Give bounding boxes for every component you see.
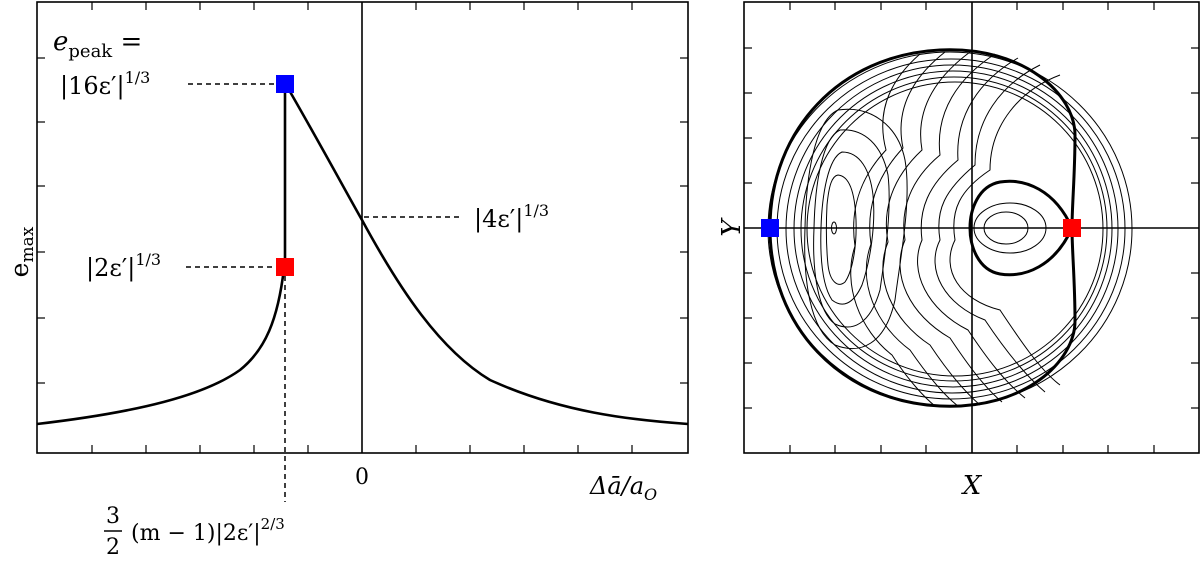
outer-contours (767, 51, 1133, 407)
low-label: |2ε′|1/3 (86, 250, 161, 283)
left-panel: emax 0 Δā/aO epeak = |16ε′|1/3 |2ε′|1/3 … (5, 1, 689, 560)
peak-marker (276, 75, 294, 93)
peak-label-line2: |16ε′|1/3 (60, 68, 150, 101)
right-lobe-contours (973, 202, 1047, 254)
fraction-denominator: 2 (106, 535, 120, 560)
left-x-axis-label: Δā/aO (589, 472, 657, 504)
zero-tick-label: 0 (355, 465, 369, 490)
left-lobe-contours (804, 108, 908, 349)
cross-label: |4ε′|1/3 (474, 201, 549, 234)
left-y-axis-label: emax (5, 226, 38, 277)
bottom-label-expression: (m − 1)|2ε′|2/3 (131, 515, 285, 546)
emax-curve-right-branch (283, 82, 689, 426)
right-marker (1063, 219, 1081, 237)
right-x-axis-label: X (961, 471, 983, 501)
right-panel: X Y (717, 1, 1200, 501)
bottom-label: 3 2 (m − 1)|2ε′|2/3 (104, 504, 285, 560)
inner-separatrix (968, 179, 1074, 277)
fraction-numerator: 3 (106, 504, 120, 529)
low-marker (276, 258, 294, 276)
left-ticks (37, 2, 688, 453)
left-marker (761, 219, 779, 237)
emax-curve-left-branch (36, 267, 286, 426)
inner-contours (850, 51, 1061, 407)
right-y-axis-label: Y (717, 217, 747, 237)
peak-label-line1: epeak = (53, 27, 142, 62)
right-ticks (744, 2, 1199, 453)
